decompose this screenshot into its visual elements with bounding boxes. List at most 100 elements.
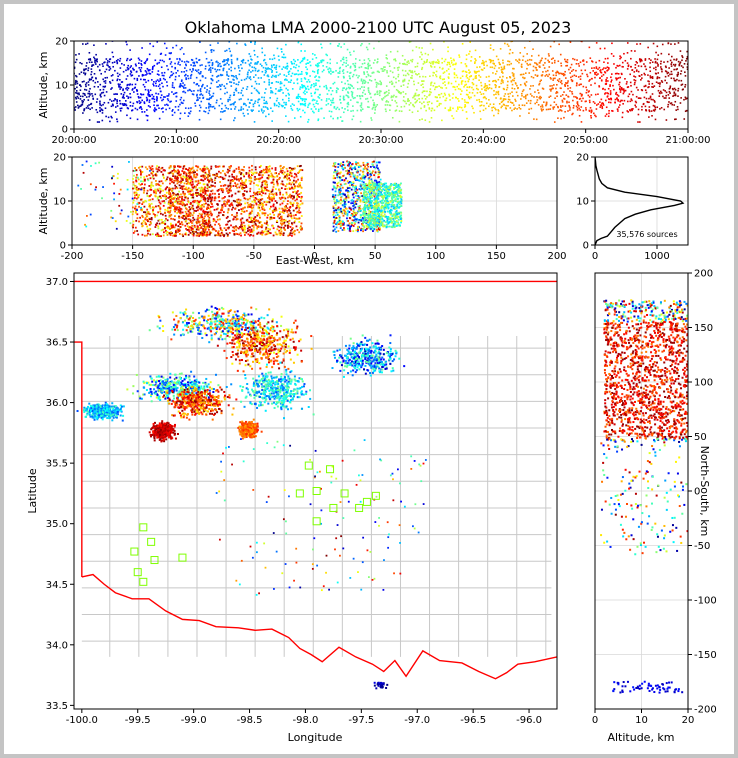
time-height-point <box>402 96 405 98</box>
ew-height-point <box>159 195 161 198</box>
time-height-point <box>310 84 313 86</box>
time-height-point <box>679 102 682 104</box>
time-height-point <box>271 58 274 61</box>
ew-height-point <box>204 229 207 232</box>
time-height-point <box>464 80 467 83</box>
time-height-point <box>189 110 192 113</box>
time-height-point <box>411 71 414 74</box>
time-height-point <box>578 84 581 86</box>
ew-height-point <box>177 169 179 172</box>
ew-height-point <box>256 193 259 196</box>
time-height-point <box>563 97 565 100</box>
ew-height-point <box>178 184 181 187</box>
time-height-point <box>641 108 643 111</box>
time-height-point <box>582 109 585 112</box>
time-height-point <box>386 70 388 72</box>
time-height-point <box>234 101 236 103</box>
time-height-point <box>209 66 212 69</box>
time-height-point <box>608 101 610 104</box>
ew-height-point <box>142 191 145 194</box>
time-height-point <box>444 107 447 109</box>
time-height-point <box>349 65 352 68</box>
ew-height-point <box>239 219 242 222</box>
ew-height-point <box>166 219 169 222</box>
ew-height-point <box>202 175 205 178</box>
ew-height-point <box>206 208 208 210</box>
time-height-point <box>572 57 574 60</box>
ew-height-point <box>191 224 194 227</box>
time-height-point <box>520 63 523 66</box>
time-height-point <box>214 68 216 71</box>
time-height-point <box>497 93 500 96</box>
ew-height-point <box>178 215 180 218</box>
time-height-point <box>390 96 393 99</box>
time-height-point <box>564 58 566 61</box>
time-height-point <box>676 78 678 81</box>
ew-height-point <box>254 192 257 195</box>
ew-height-point <box>228 195 231 198</box>
time-height-point <box>85 107 88 109</box>
time-height-point <box>304 78 307 80</box>
time-height-point <box>411 70 413 72</box>
ew-height-point <box>269 218 272 221</box>
ew-height-point <box>187 169 189 171</box>
time-height-point <box>531 95 533 97</box>
time-height-point <box>291 109 294 111</box>
time-height-point <box>301 103 304 105</box>
time-height-point <box>561 101 564 103</box>
ew-height-point <box>228 204 231 207</box>
time-height-point <box>609 84 611 86</box>
time-height-point <box>246 76 249 78</box>
time-height-point <box>116 79 118 82</box>
time-height-point <box>93 85 96 88</box>
time-height-point <box>412 80 415 83</box>
time-height-point <box>247 59 250 62</box>
ew-height-point <box>150 202 153 205</box>
time-height-point <box>236 77 238 80</box>
time-height-point <box>471 86 473 89</box>
time-height-point <box>107 101 110 104</box>
ew-height-point <box>203 231 206 234</box>
time-height-point <box>391 71 394 74</box>
time-height-point <box>149 89 152 92</box>
time-height-point <box>136 118 139 121</box>
time-height-point <box>304 98 307 100</box>
time-height-point <box>284 56 287 59</box>
ew-height-point <box>197 214 200 217</box>
time-height-point <box>190 75 192 77</box>
ew-height-point <box>252 217 255 220</box>
ew-height-point <box>219 181 221 183</box>
ew-height-point <box>232 226 235 229</box>
time-height-point <box>254 74 257 76</box>
time-height-point <box>164 54 167 56</box>
time-height-point <box>400 92 402 95</box>
ew-height-point <box>283 171 286 174</box>
ew-height-point <box>141 222 144 224</box>
time-height-point <box>502 68 504 71</box>
ew-height-point <box>250 212 253 214</box>
time-height-point <box>161 99 163 102</box>
time-height-point <box>85 96 88 98</box>
time-height-point <box>325 98 328 100</box>
time-height-point <box>376 82 379 84</box>
ew-height-point <box>239 232 242 235</box>
ew-height-point <box>237 198 240 201</box>
time-height-point <box>189 77 192 79</box>
time-height-point <box>657 63 659 66</box>
ew-height-point <box>230 224 232 227</box>
ew-height-point <box>191 204 194 207</box>
time-height-point <box>632 108 634 110</box>
time-height-point <box>378 71 380 74</box>
time-height-point <box>632 93 634 96</box>
ew-height-point <box>182 172 185 175</box>
time-height-point <box>131 89 134 91</box>
time-height-point <box>316 65 319 68</box>
time-height-point <box>157 85 160 88</box>
time-height-point <box>530 99 532 102</box>
ew-height-point <box>131 213 134 216</box>
time-height-point <box>262 106 265 108</box>
ew-height-point <box>169 222 172 225</box>
time-height-point <box>607 80 609 82</box>
time-height-point <box>198 59 200 62</box>
ew-height-point <box>237 204 240 206</box>
